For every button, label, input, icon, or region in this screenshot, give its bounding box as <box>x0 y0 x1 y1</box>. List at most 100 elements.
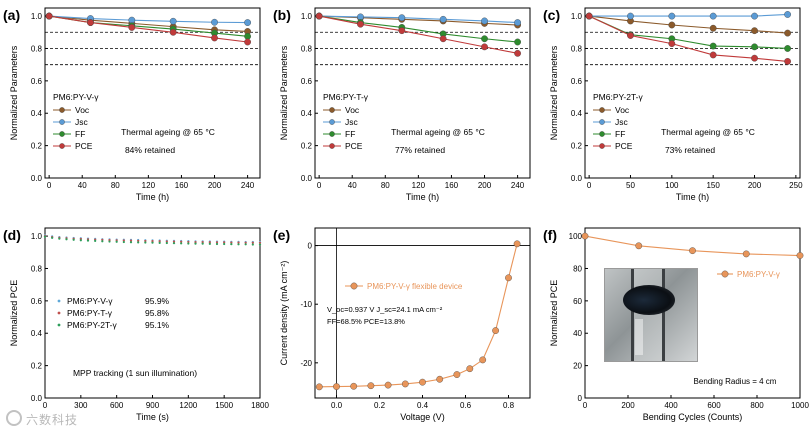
x-tick-label: 160 <box>445 181 459 190</box>
device-ff-pce: FF=68.5% PCE=13.8% <box>327 317 405 326</box>
y-tick-label: 1.0 <box>31 232 43 241</box>
series-2-point <box>94 239 97 243</box>
panel-label: (e) <box>273 227 290 243</box>
legend-entry-voc: Voc <box>615 105 630 115</box>
series-2-marker <box>514 38 521 46</box>
x-tick-label: 800 <box>750 401 764 410</box>
series-3-marker <box>668 40 676 48</box>
series-2-point <box>201 242 204 245</box>
series-1-point <box>194 240 197 244</box>
panel-4: (e) 0.0 0.2 0.4 0.6 0.8 -20 -10 0 Voltage (V) Curr… <box>273 227 531 422</box>
y-tick-label: 0.2 <box>31 142 43 151</box>
y-axis-label: Normalized Parameters <box>549 45 559 140</box>
series-2-point <box>72 238 75 241</box>
series-1-point <box>151 240 154 243</box>
legend-marker <box>57 299 61 303</box>
x-axis-label: Time (h) <box>676 192 709 202</box>
y-tick-label: 0.2 <box>301 142 313 151</box>
y-tick-label: 100 <box>569 232 583 241</box>
series-1-marker <box>398 14 406 22</box>
series-2-point <box>237 243 240 246</box>
device-voc-jsc: V_oc=0.937 V J_sc=24.1 mA cm⁻² <box>327 305 443 314</box>
series-0-marker <box>689 247 696 255</box>
series-0-marker <box>315 383 323 391</box>
legend-entry: PM6:PY-V-γ flexible device <box>367 282 463 291</box>
panel-label: (f) <box>543 227 557 243</box>
series-3-marker <box>244 38 251 46</box>
x-tick-label: 0.2 <box>374 401 386 410</box>
x-tick-label: 160 <box>175 181 189 190</box>
x-tick-label: 1000 <box>791 401 809 410</box>
legend-entry-jsc: Jsc <box>345 117 359 127</box>
y-tick-label: 0.4 <box>301 109 313 118</box>
series-0-marker <box>367 382 375 390</box>
x-tick-label: 0.4 <box>417 401 429 410</box>
x-tick-label: 200 <box>748 181 762 190</box>
y-axis-label: Normalized Parameters <box>9 45 19 140</box>
series-1-point <box>165 240 168 243</box>
series-1-point <box>137 239 140 242</box>
legend-marker <box>59 143 65 149</box>
x-axis-label: Time (h) <box>136 192 169 202</box>
legend-entry-jsc: Jsc <box>75 117 89 127</box>
series-1-marker <box>211 18 218 26</box>
series-1-marker <box>784 11 791 18</box>
legend-marker <box>59 107 65 113</box>
x-tick-label: 80 <box>381 181 390 190</box>
x-tick-label: 80 <box>111 181 120 190</box>
series-1-point <box>237 241 240 244</box>
series-1-line <box>49 15 248 24</box>
series-2-point <box>151 241 154 244</box>
y-tick-label: 0.0 <box>31 394 43 403</box>
x-tick-label: 300 <box>74 401 88 410</box>
series-0-marker <box>751 27 758 35</box>
series-0-marker <box>635 242 643 250</box>
legend-entry: PM6:PY-T-γ <box>67 308 113 318</box>
series-2-marker <box>751 43 758 51</box>
legend-marker <box>329 119 335 125</box>
series-2-point <box>65 238 68 241</box>
legend-retention: 95.9% <box>145 296 170 306</box>
series-1-marker <box>627 12 634 20</box>
series-3-marker <box>211 34 218 42</box>
y-tick-label: 1.0 <box>301 12 313 21</box>
series-0-marker <box>505 274 512 282</box>
x-tick-label: 40 <box>348 181 357 190</box>
plot-frame <box>584 227 801 399</box>
x-tick-label: 200 <box>208 181 222 190</box>
legend-marker <box>59 119 65 125</box>
series-1-point <box>201 240 204 244</box>
legend-marker <box>721 270 729 278</box>
y-tick-label: 0.0 <box>31 174 43 183</box>
x-tick-label: 250 <box>789 181 803 190</box>
x-tick-label: 400 <box>664 401 678 410</box>
panel-5: (f) 0 200 400 600 800 1000 0 20 40 60 80 100 Bending … <box>543 227 809 422</box>
series-2-point <box>208 242 211 245</box>
series-0-marker <box>581 232 589 240</box>
series-2-point <box>172 242 176 245</box>
plot-frame <box>314 7 531 179</box>
series-2-point <box>258 243 262 246</box>
y-tick-label: 60 <box>573 297 582 306</box>
legend-marker <box>57 323 61 327</box>
y-tick-label: 0.4 <box>31 109 43 118</box>
series-0-line <box>319 15 518 26</box>
y-tick-label: 0.4 <box>31 329 43 338</box>
legend-marker <box>599 143 605 149</box>
series-2-marker <box>481 35 488 43</box>
y-tick-label: 0.0 <box>571 174 583 183</box>
series-1-point <box>122 239 125 242</box>
x-tick-label: 0 <box>587 181 592 190</box>
x-tick-label: 200 <box>478 181 492 190</box>
series-0-marker <box>384 381 392 389</box>
series-1-marker <box>357 13 364 21</box>
series-2-line <box>588 15 788 50</box>
series-2-point <box>58 237 61 240</box>
series-1-marker <box>514 19 521 26</box>
series-3-marker <box>709 51 717 59</box>
panel-1: (b) 0 40 80 120 160 200 240 0.0 0.2 0.4 0.6 0.8 1.0 Ti… <box>273 7 531 202</box>
y-tick-label: 0.8 <box>301 44 313 53</box>
plot-frame <box>584 7 801 179</box>
legend-marker <box>329 131 335 137</box>
legend-marker <box>57 311 61 315</box>
